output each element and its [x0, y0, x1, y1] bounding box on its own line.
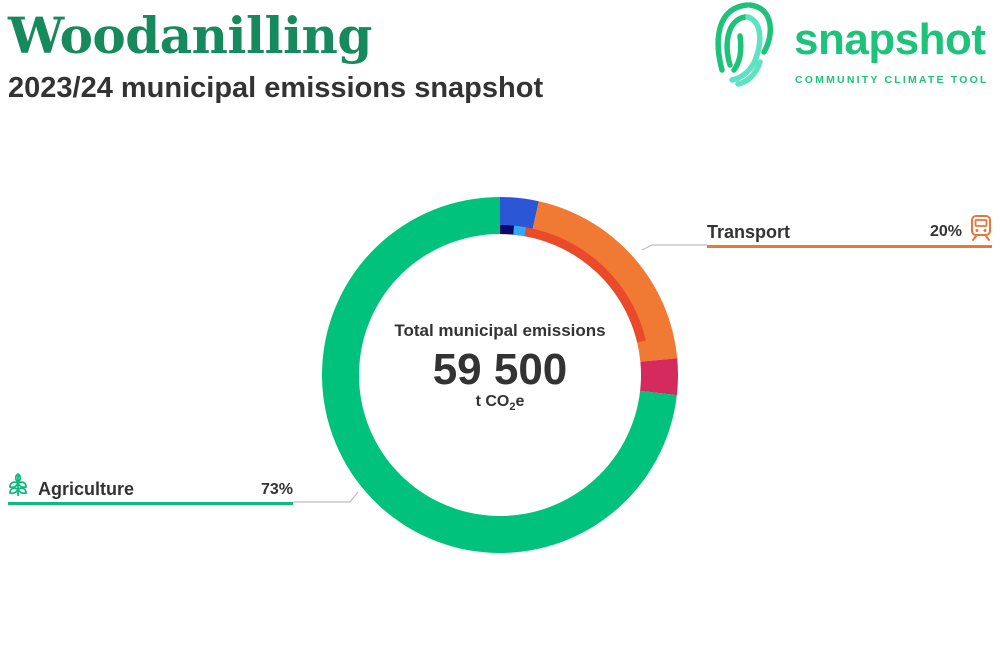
transport-callout[interactable]: Transport 20%: [707, 215, 992, 250]
transport-bar: [707, 245, 992, 248]
inner-ring-segment-electricity-sub-1[interactable]: [500, 225, 515, 235]
total-unit: t CO2e: [475, 393, 525, 414]
total-label: Total municipal emissions: [394, 321, 606, 340]
logo-tagline: COMMUNITY CLIMATE TOOL: [795, 74, 989, 86]
inner-ring-segment-transport-sub[interactable]: [524, 227, 646, 343]
total-value: 59 500: [432, 345, 568, 394]
page-subtitle: 2023/24 municipal emissions snapshot: [8, 72, 544, 104]
snapshot-logo[interactable]: snapshot COMMUNITY CLIMATE TOOL: [712, 0, 1000, 92]
agriculture-callout[interactable]: Agriculture 73%: [8, 472, 293, 508]
wheat-icon: [9, 473, 27, 496]
logo-wordmark: snapshot: [794, 15, 986, 64]
total-emissions: Total municipal emissions 59 500 t CO2e: [350, 320, 650, 417]
transport-leader-line: [641, 244, 707, 251]
train-icon: [971, 215, 991, 241]
outer-ring-segment-other[interactable]: [640, 358, 678, 396]
agriculture-bar: [8, 502, 293, 505]
inner-ring: [500, 225, 646, 343]
transport-percent: 20%: [929, 223, 962, 240]
transport-label: Transport: [707, 222, 791, 242]
agriculture-label: Agriculture: [38, 479, 135, 499]
page-title: Woodanilling: [8, 6, 372, 65]
inner-ring-segment-electricity-sub-2[interactable]: [513, 225, 527, 237]
fingerprint-logo-icon: [715, 2, 773, 87]
agriculture-leader-line: [293, 491, 359, 503]
agriculture-percent: 73%: [260, 481, 293, 498]
